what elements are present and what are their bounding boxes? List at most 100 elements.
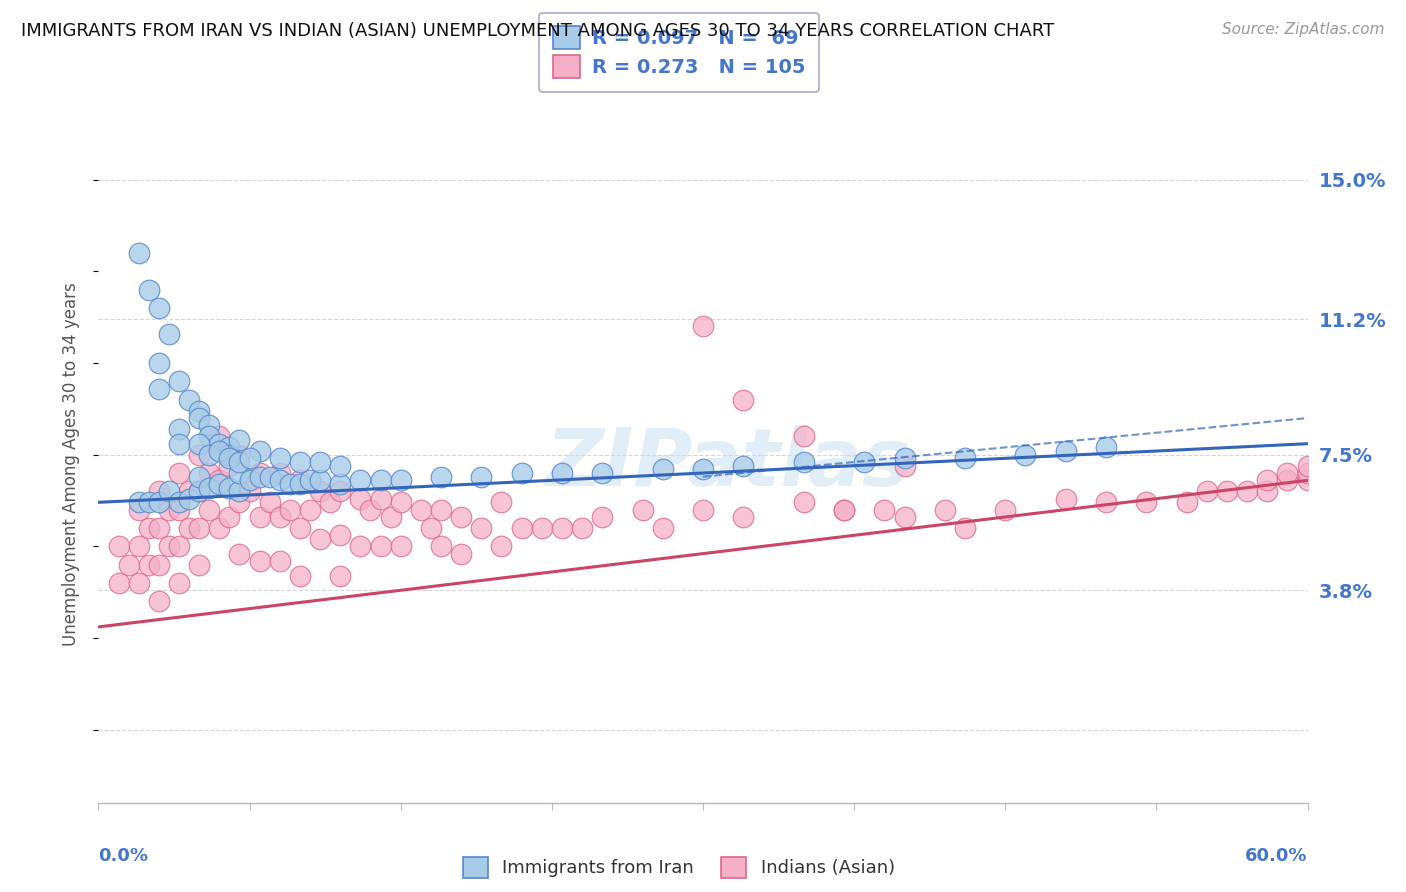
Point <box>510 521 533 535</box>
Point <box>288 568 311 582</box>
Point <box>148 521 170 535</box>
Point <box>530 521 553 535</box>
Point <box>188 469 211 483</box>
Point <box>309 455 332 469</box>
Point <box>269 510 291 524</box>
Point <box>692 462 714 476</box>
Point <box>1236 484 1258 499</box>
Text: IMMIGRANTS FROM IRAN VS INDIAN (ASIAN) UNEMPLOYMENT AMONG AGES 30 TO 34 YEARS CO: IMMIGRANTS FROM IRAN VS INDIAN (ASIAN) U… <box>21 22 1054 40</box>
Point <box>551 466 574 480</box>
Point <box>380 510 402 524</box>
Point <box>128 502 150 516</box>
Point <box>733 458 755 473</box>
Point <box>228 495 250 509</box>
Point <box>450 510 472 524</box>
Point <box>228 466 250 480</box>
Point <box>188 436 211 450</box>
Point <box>430 502 453 516</box>
Point <box>138 283 160 297</box>
Point <box>793 429 815 443</box>
Point <box>370 491 392 506</box>
Point <box>832 502 855 516</box>
Point <box>329 568 352 582</box>
Point <box>228 455 250 469</box>
Point <box>167 436 190 450</box>
Point <box>228 484 250 499</box>
Point <box>591 510 613 524</box>
Point <box>288 521 311 535</box>
Point <box>218 458 240 473</box>
Point <box>239 484 262 499</box>
Point <box>389 473 412 487</box>
Point <box>218 481 240 495</box>
Point <box>329 477 352 491</box>
Point <box>208 429 231 443</box>
Point <box>491 539 513 553</box>
Point <box>218 510 240 524</box>
Point <box>198 429 221 443</box>
Point <box>198 502 221 516</box>
Point <box>370 473 392 487</box>
Point <box>299 473 322 487</box>
Point <box>167 502 190 516</box>
Point <box>179 484 201 499</box>
Point <box>349 491 371 506</box>
Legend: Immigrants from Iran, Indians (Asian): Immigrants from Iran, Indians (Asian) <box>451 847 905 888</box>
Point <box>188 484 211 499</box>
Point <box>179 521 201 535</box>
Point <box>188 484 211 499</box>
Text: ZIPatlas: ZIPatlas <box>544 425 910 503</box>
Point <box>1277 466 1299 480</box>
Point <box>249 444 271 458</box>
Point <box>249 469 271 483</box>
Point <box>409 502 432 516</box>
Point <box>1256 473 1278 487</box>
Point <box>571 521 593 535</box>
Point <box>118 558 141 572</box>
Point <box>167 495 190 509</box>
Point <box>430 539 453 553</box>
Point <box>1296 466 1319 480</box>
Point <box>389 495 412 509</box>
Point <box>288 477 311 491</box>
Point <box>389 539 412 553</box>
Point <box>1095 441 1118 455</box>
Point <box>249 510 271 524</box>
Point <box>551 521 574 535</box>
Point <box>1054 444 1077 458</box>
Point <box>360 502 382 516</box>
Point <box>1175 495 1198 509</box>
Point <box>188 521 211 535</box>
Point <box>138 521 160 535</box>
Point <box>299 502 322 516</box>
Point <box>309 532 332 546</box>
Point <box>934 502 956 516</box>
Point <box>148 484 170 499</box>
Point <box>157 326 180 341</box>
Point <box>218 448 240 462</box>
Point <box>430 469 453 483</box>
Point <box>1054 491 1077 506</box>
Point <box>733 510 755 524</box>
Point <box>198 481 221 495</box>
Point <box>591 466 613 480</box>
Point <box>450 547 472 561</box>
Point <box>188 411 211 425</box>
Point <box>873 502 896 516</box>
Point <box>249 554 271 568</box>
Point <box>128 495 150 509</box>
Point <box>692 502 714 516</box>
Point <box>1195 484 1218 499</box>
Point <box>188 558 211 572</box>
Point <box>269 451 291 466</box>
Point <box>218 451 240 466</box>
Point <box>288 473 311 487</box>
Point <box>198 448 221 462</box>
Point <box>179 392 201 407</box>
Point <box>994 502 1017 516</box>
Point <box>953 521 976 535</box>
Point <box>167 539 190 553</box>
Point <box>1256 484 1278 499</box>
Point <box>329 528 352 542</box>
Point <box>167 466 190 480</box>
